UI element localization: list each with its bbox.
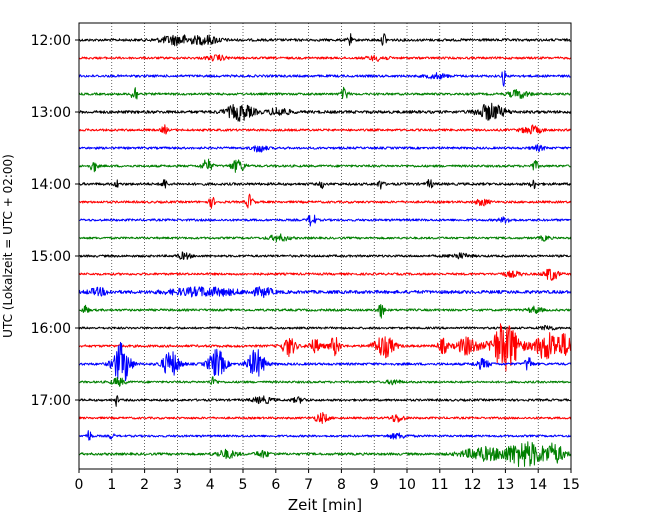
x-tick-label-10: 10 — [398, 477, 416, 493]
x-tick-label-1: 1 — [107, 477, 116, 493]
x-axis-label: Zeit [min] — [288, 496, 362, 514]
trace-1745 — [78, 441, 572, 468]
trace-1415 — [78, 193, 572, 209]
trace-1445 — [78, 233, 572, 243]
grid-lines — [111, 23, 539, 469]
x-tick-label-4: 4 — [206, 477, 215, 493]
trace-1530 — [78, 286, 572, 299]
y-tick-label-0: 12:00 — [31, 33, 71, 49]
y-tick-label-3: 15:00 — [31, 249, 71, 265]
y-tick-label-5: 17:00 — [31, 393, 71, 409]
trace-1300 — [78, 102, 572, 122]
x-tick-label-8: 8 — [337, 477, 346, 493]
trace-1515 — [78, 268, 572, 281]
trace-1700 — [78, 395, 572, 407]
x-tick-label-0: 0 — [75, 477, 84, 493]
trace-1500 — [78, 251, 572, 260]
trace-1430 — [78, 214, 572, 227]
x-tick-label-3: 3 — [173, 477, 182, 493]
x-tick-label-15: 15 — [562, 477, 580, 493]
traces — [78, 33, 572, 468]
plot-frame — [78, 22, 572, 470]
trace-1600 — [78, 324, 572, 331]
trace-1715 — [78, 411, 572, 424]
x-tick-label-9: 9 — [370, 477, 379, 493]
x-tick-label-13: 13 — [496, 477, 514, 493]
x-tick-label-12: 12 — [464, 477, 482, 493]
trace-1545 — [78, 303, 572, 319]
y-axis: 12:00 13:00 14:00 15:00 16:00 17:00 — [31, 33, 79, 409]
trace-1345 — [78, 158, 572, 173]
trace-1400 — [78, 179, 572, 190]
trace-1230 — [78, 70, 572, 87]
x-tick-label-6: 6 — [271, 477, 280, 493]
x-tick-label-11: 11 — [431, 477, 449, 493]
y-tick-label-1: 13:00 — [31, 105, 71, 121]
x-tick-label-2: 2 — [140, 477, 149, 493]
x-tick-label-14: 14 — [529, 477, 547, 493]
x-tick-label-7: 7 — [304, 477, 313, 493]
y-tick-label-4: 16:00 — [31, 321, 71, 337]
trace-1215 — [78, 54, 572, 62]
x-axis: 0 1 2 3 4 5 6 7 8 9 10 11 12 13 14 15 — [75, 469, 580, 493]
trace-1200 — [78, 33, 572, 47]
y-tick-label-2: 14:00 — [31, 177, 71, 193]
x-tick-label-5: 5 — [239, 477, 248, 493]
trace-1730 — [78, 430, 572, 441]
trace-1315 — [78, 124, 572, 135]
y-axis-label: UTC (Lokalzeit = UTC + 02:00) — [1, 154, 15, 338]
trace-1245 — [78, 86, 572, 100]
trace-1645 — [78, 376, 572, 387]
trace-1330 — [78, 144, 572, 153]
trace-1630 — [78, 341, 572, 382]
trace-1615 — [78, 323, 572, 372]
